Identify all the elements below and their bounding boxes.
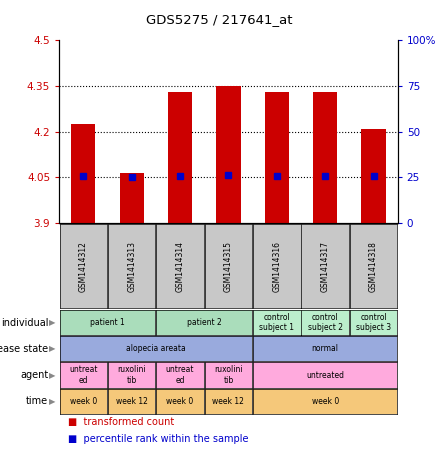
Text: GSM1414314: GSM1414314 (176, 241, 184, 292)
Text: ■  percentile rank within the sample: ■ percentile rank within the sample (68, 434, 248, 444)
Text: GSM1414317: GSM1414317 (321, 241, 330, 292)
Bar (120, 173, 144, 223)
Bar (313, 92, 337, 223)
Bar (216, 86, 240, 223)
Text: control
subject 3: control subject 3 (356, 313, 391, 332)
Text: ▶: ▶ (49, 318, 56, 327)
Text: ruxolini
tib: ruxolini tib (214, 366, 243, 385)
Bar (71, 124, 95, 223)
Text: week 12: week 12 (212, 397, 244, 406)
Text: disease state: disease state (0, 344, 48, 354)
Text: time: time (26, 396, 48, 406)
Text: agent: agent (20, 370, 48, 380)
Text: individual: individual (1, 318, 48, 328)
Text: week 0: week 0 (70, 397, 97, 406)
Text: control
subject 2: control subject 2 (307, 313, 343, 332)
Bar (361, 129, 385, 223)
Text: GSM1414318: GSM1414318 (369, 241, 378, 292)
Text: GSM1414313: GSM1414313 (127, 241, 136, 292)
Text: GDS5275 / 217641_at: GDS5275 / 217641_at (146, 13, 292, 26)
Text: week 0: week 0 (311, 397, 339, 406)
Text: untreat
ed: untreat ed (166, 366, 194, 385)
Text: week 12: week 12 (116, 397, 148, 406)
Text: ▶: ▶ (49, 397, 56, 406)
Text: control
subject 1: control subject 1 (259, 313, 294, 332)
Text: normal: normal (312, 344, 339, 353)
Text: patient 1: patient 1 (90, 318, 125, 327)
Bar (168, 92, 192, 223)
Text: GSM1414315: GSM1414315 (224, 241, 233, 292)
Bar (265, 92, 289, 223)
Text: untreated: untreated (306, 371, 344, 380)
Text: ruxolini
tib: ruxolini tib (117, 366, 146, 385)
Text: patient 2: patient 2 (187, 318, 222, 327)
Text: week 0: week 0 (166, 397, 194, 406)
Text: ■  transformed count: ■ transformed count (68, 417, 174, 427)
Text: GSM1414312: GSM1414312 (79, 241, 88, 292)
Text: ▶: ▶ (49, 344, 56, 353)
Text: ▶: ▶ (49, 371, 56, 380)
Text: untreat
ed: untreat ed (69, 366, 98, 385)
Text: alopecia areata: alopecia areata (126, 344, 186, 353)
Text: GSM1414316: GSM1414316 (272, 241, 281, 292)
